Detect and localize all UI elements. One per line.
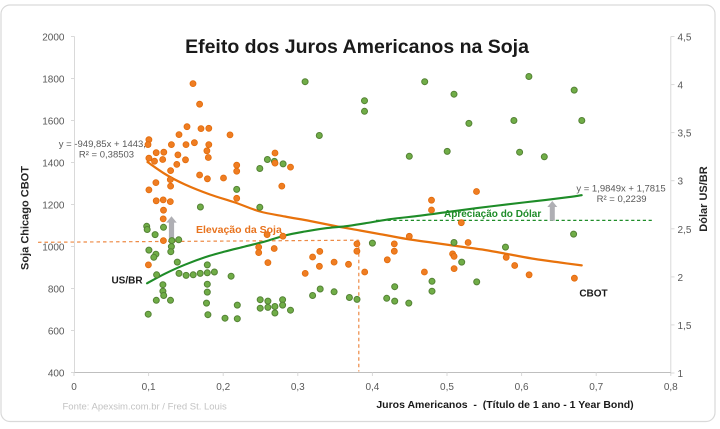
svg-text:Fonte: Apexsim.com.br / Fred S: Fonte: Apexsim.com.br / Fred St. Louis <box>63 402 227 413</box>
svg-text:1: 1 <box>678 369 684 380</box>
svg-text:400: 400 <box>48 369 65 380</box>
svg-text:0,8: 0,8 <box>664 382 678 393</box>
svg-text:Dólar US/BR: Dólar US/BR <box>698 166 710 231</box>
svg-text:0,6: 0,6 <box>515 382 529 393</box>
svg-text:R² = 0,2239: R² = 0,2239 <box>597 194 647 205</box>
svg-text:0,2: 0,2 <box>216 382 230 393</box>
svg-text:Efeito dos Juros Americanos na: Efeito dos Juros Americanos na Soja <box>185 36 529 58</box>
svg-text:2000: 2000 <box>42 33 65 44</box>
svg-text:Soja Chicago CBOT: Soja Chicago CBOT <box>20 166 32 270</box>
svg-text:4: 4 <box>678 81 684 92</box>
svg-text:CBOT: CBOT <box>579 289 607 300</box>
svg-text:1000: 1000 <box>42 243 65 254</box>
svg-text:1400: 1400 <box>42 159 65 170</box>
svg-text:0,5: 0,5 <box>440 382 454 393</box>
svg-text:1,5: 1,5 <box>678 321 692 332</box>
svg-text:0,4: 0,4 <box>365 382 379 393</box>
svg-text:0: 0 <box>71 382 77 393</box>
svg-text:Elevação da Soja: Elevação da Soja <box>196 224 282 236</box>
svg-text:Juros Americanos - (Título d: Juros Americanos - (Título de 1 ano - 1 … <box>376 399 633 411</box>
svg-text:US/BR: US/BR <box>111 276 143 287</box>
svg-text:y = 1,9849x + 1,7815: y = 1,9849x + 1,7815 <box>576 183 665 194</box>
svg-text:R² = 0,38503: R² = 0,38503 <box>79 150 134 161</box>
svg-text:Apreciação do Dólar: Apreciação do Dólar <box>444 209 541 220</box>
svg-text:1800: 1800 <box>42 75 65 86</box>
svg-text:2: 2 <box>678 273 684 284</box>
svg-text:0,7: 0,7 <box>589 382 603 393</box>
svg-text:800: 800 <box>48 285 65 296</box>
svg-text:2,5: 2,5 <box>678 225 692 236</box>
svg-text:3,5: 3,5 <box>678 129 692 140</box>
svg-text:4,5: 4,5 <box>678 33 692 44</box>
svg-text:0,1: 0,1 <box>142 382 156 393</box>
svg-text:1600: 1600 <box>42 117 65 128</box>
svg-text:1200: 1200 <box>42 201 65 212</box>
svg-text:3: 3 <box>678 177 684 188</box>
svg-text:600: 600 <box>48 327 65 338</box>
svg-text:0,3: 0,3 <box>291 382 305 393</box>
svg-text:y = -949,85x + 1443,1: y = -949,85x + 1443,1 <box>59 139 151 150</box>
